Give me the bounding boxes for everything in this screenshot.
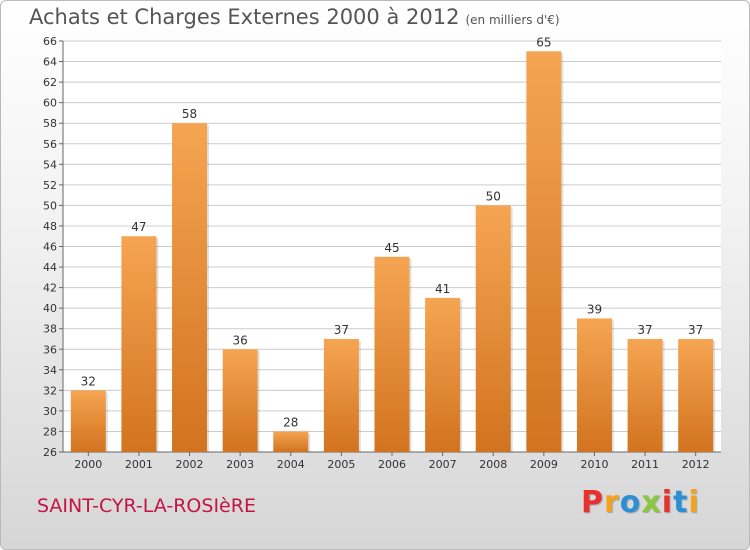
- x-tick-label-2010: 2010: [580, 458, 608, 471]
- x-tick-label-2002: 2002: [176, 458, 204, 471]
- y-tick-label: 34: [43, 364, 57, 377]
- axes: 26 28 30 32 34 36 38 40 42 44 46 48 50 52 54 56 58 60 62 64…: [43, 35, 721, 471]
- chart-title-text: Achats et Charges Externes 2000 à 2012: [29, 5, 460, 29]
- value-label-2008: 50: [486, 189, 501, 203]
- x-tick-label-2008: 2008: [479, 458, 507, 471]
- commune-name: SAINT-CYR-LA-ROSIèRE: [37, 495, 256, 517]
- logo-letter: i: [688, 485, 700, 520]
- value-label-2007: 41: [435, 282, 450, 296]
- logo-letter: i: [661, 485, 674, 520]
- value-label-2005: 37: [334, 323, 349, 337]
- bar-2011: [627, 338, 663, 452]
- bar-2012: [678, 338, 714, 452]
- x-tick-label-2004: 2004: [277, 458, 305, 471]
- y-tick-label: 44: [43, 261, 57, 274]
- value-label-2010: 39: [587, 302, 602, 316]
- value-labels: 32 47 58 36 28 37 45 41 50 65 39 37 37: [81, 35, 704, 429]
- y-tick-label: 30: [43, 405, 57, 418]
- y-tick-label: 50: [43, 199, 57, 212]
- y-tick-label: 48: [43, 220, 57, 233]
- logo-letter: x: [641, 485, 662, 520]
- x-tick-label-2001: 2001: [125, 458, 153, 471]
- x-tick-label-2000: 2000: [74, 458, 102, 471]
- value-label-2006: 45: [384, 241, 399, 255]
- y-tick-label: 26: [43, 446, 57, 459]
- y-tick-label: 54: [43, 158, 57, 171]
- value-label-2003: 36: [233, 333, 248, 347]
- bar-2001: [121, 236, 157, 452]
- y-tick-label: 52: [43, 179, 57, 192]
- x-tick-label-2011: 2011: [631, 458, 659, 471]
- logo-letter: t: [673, 485, 689, 520]
- bars: [70, 51, 716, 453]
- y-tick-label: 62: [43, 76, 57, 89]
- value-label-2002: 58: [182, 107, 197, 121]
- value-label-2000: 32: [81, 374, 96, 388]
- chart-unit-label: (en milliers d'€): [465, 13, 560, 27]
- y-tick-label: 58: [43, 117, 57, 130]
- bar-2005: [323, 338, 359, 452]
- y-tick-label: 28: [43, 425, 57, 438]
- value-label-2001: 47: [131, 220, 146, 234]
- bar-2007: [425, 297, 461, 452]
- logo-letter: P: [581, 485, 604, 520]
- y-tick-label: 60: [43, 97, 57, 110]
- bar-2003: [222, 349, 258, 452]
- chart-title: Achats et Charges Externes 2000 à 2012 (e…: [29, 5, 560, 29]
- y-tick-label: 66: [43, 35, 57, 48]
- x-tick-label-2007: 2007: [429, 458, 457, 471]
- y-tick-label: 40: [43, 302, 57, 315]
- y-tick-label: 56: [43, 138, 57, 151]
- proxiti-logo: Proxiti: [581, 485, 700, 520]
- y-tick-label: 42: [43, 282, 57, 295]
- y-tick-label: 64: [43, 56, 57, 69]
- bar-2008: [475, 205, 511, 452]
- logo-letter: r: [604, 485, 620, 520]
- value-label-2009: 65: [536, 35, 551, 49]
- value-label-2011: 37: [637, 323, 652, 337]
- value-label-2012: 37: [688, 323, 703, 337]
- bar-2006: [374, 256, 410, 452]
- x-tick-label-2003: 2003: [226, 458, 254, 471]
- x-tick-label-2006: 2006: [378, 458, 406, 471]
- bar-2000: [70, 390, 106, 452]
- value-label-2004: 28: [283, 415, 298, 429]
- y-tick-label: 38: [43, 323, 57, 336]
- y-tick-label: 32: [43, 384, 57, 397]
- bar-2002: [172, 123, 208, 452]
- bar-2004: [273, 431, 309, 452]
- logo-letter: o: [619, 485, 642, 520]
- bar-2009: [526, 51, 562, 453]
- x-tick-label-2009: 2009: [530, 458, 558, 471]
- x-tick-label-2005: 2005: [327, 458, 355, 471]
- y-tick-label: 36: [43, 343, 57, 356]
- bar-2010: [576, 318, 612, 452]
- y-tick-label: 46: [43, 241, 57, 254]
- x-tick-label-2012: 2012: [682, 458, 710, 471]
